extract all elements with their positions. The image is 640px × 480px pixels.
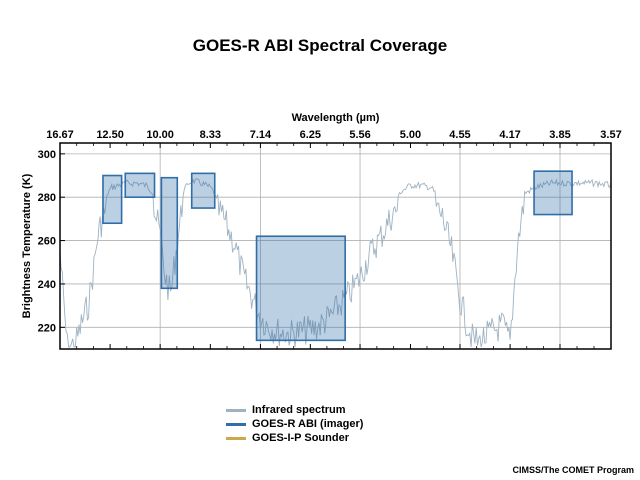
y-axis-label: Brightness Temperature (K) <box>21 173 33 318</box>
spectrum-line <box>59 178 612 348</box>
x-tick-label: 8.33 <box>200 129 221 141</box>
legend-swatch-abi <box>226 422 246 426</box>
legend-swatch-sounder <box>226 436 246 440</box>
legend-item-sounder: GOES-I-P Sounder <box>226 431 363 445</box>
abi-band-box <box>102 174 123 225</box>
x-tick-label: 7.14 <box>250 129 272 141</box>
y-tick-label: 240 <box>38 279 56 291</box>
legend-label-abi: GOES-R ABI (imager) <box>252 418 364 430</box>
x-tick-label: 3.57 <box>600 129 621 141</box>
legend-item-spectrum: Infrared spectrum <box>226 403 363 417</box>
abi-band-box <box>533 170 573 216</box>
x-tick-label: 3.85 <box>549 129 570 141</box>
plot-frame <box>59 142 612 350</box>
legend-label-sounder: GOES-I-P Sounder <box>252 432 349 444</box>
abi-band-box <box>160 176 179 290</box>
legend-label-spectrum: Infrared spectrum <box>252 404 346 416</box>
x-tick-label: 6.25 <box>300 129 321 141</box>
credit-text: CIMSS/The COMET Program <box>512 465 634 475</box>
y-tick-label: 220 <box>38 322 56 334</box>
legend-swatch-spectrum <box>226 408 246 412</box>
x-tick-label: 12.50 <box>96 129 124 141</box>
axis-ticks: 220 240 260 280 300 16.67 12.50 10.00 8.33 7.14 6.… <box>38 129 622 349</box>
y-tick-label: 280 <box>38 192 56 204</box>
abi-band-box <box>124 172 156 199</box>
x-tick-label: 4.17 <box>499 129 520 141</box>
abi-band-box <box>190 172 216 209</box>
x-tick-label: 5.56 <box>349 129 370 141</box>
abi-band-box <box>255 235 346 342</box>
x-tick-label: 5.00 <box>400 129 421 141</box>
y-tick-label: 300 <box>38 149 56 161</box>
x-tick-label: 16.67 <box>46 129 74 141</box>
x-tick-label: 10.00 <box>146 129 174 141</box>
chart-title: GOES-R ABI Spectral Coverage <box>192 36 448 55</box>
grid-lines <box>60 143 611 349</box>
x-tick-label: 4.55 <box>449 129 470 141</box>
x-axis-label: Wavelength (µm) <box>292 112 380 124</box>
abi-band-layer <box>102 170 573 342</box>
legend: Infrared spectrum GOES-R ABI (imager) GO… <box>226 403 363 445</box>
y-tick-label: 260 <box>38 236 56 248</box>
spectrum-line-layer <box>59 178 612 348</box>
legend-item-abi: GOES-R ABI (imager) <box>226 417 363 431</box>
